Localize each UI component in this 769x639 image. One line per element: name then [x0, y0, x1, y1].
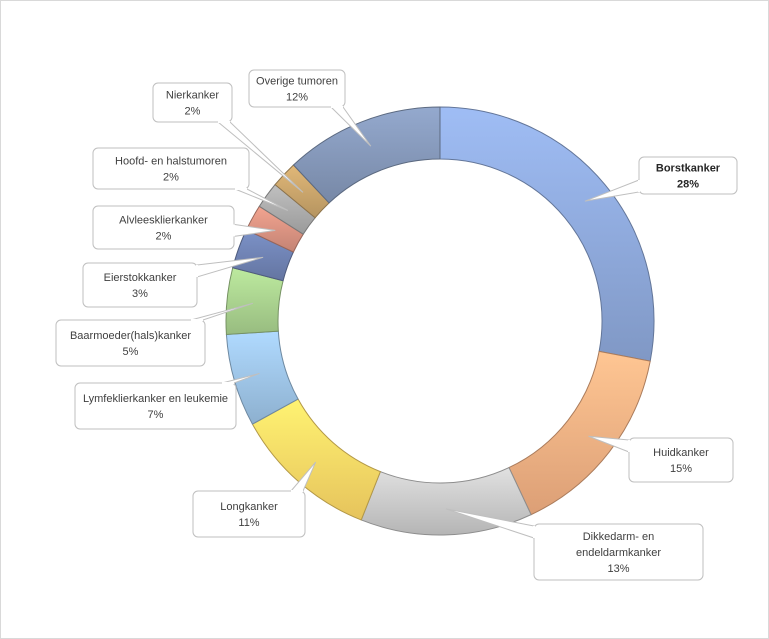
- callout-box: [92, 205, 235, 250]
- callout-box: [533, 523, 704, 581]
- callout-hoofd-en-halstumoren: Hoofd- en halstumoren 2%: [92, 147, 289, 211]
- callout-label: Baarmoeder(hals)kanker: [70, 330, 191, 342]
- slices: [225, 106, 655, 536]
- callout-percent: 2%: [156, 231, 172, 243]
- callout-box: [74, 382, 237, 430]
- callout-box: [192, 490, 306, 538]
- callout-eierstokkanker: Eierstokkanker 3%: [82, 256, 264, 308]
- slice-borstkanker[interactable]: [439, 106, 655, 362]
- slice-huidkanker[interactable]: [508, 350, 651, 516]
- callout-label: Alvleesklierkanker: [119, 215, 208, 227]
- callout-box: [92, 147, 250, 190]
- callout-percent: 15%: [670, 463, 692, 475]
- callout-label: Hoofd- en halstumoren: [115, 156, 227, 168]
- callout-percent: 28%: [677, 179, 699, 191]
- slice-overige-tumoren[interactable]: [292, 106, 441, 204]
- callout-baarmoeder-hals-kanker: Baarmoeder(hals)kanker 5%: [55, 302, 253, 367]
- callout-borstkanker: Borstkanker 28%: [584, 156, 738, 202]
- callout-huidkanker: Huidkanker 15%: [588, 435, 734, 483]
- callout-percent: 12%: [286, 92, 308, 104]
- callout-longkanker: Longkanker 11%: [192, 461, 317, 538]
- callout-label: endeldarmkanker: [576, 547, 661, 559]
- callout-box: [55, 319, 206, 367]
- callout-dikkedarm-en-endeldarmkanker: Dikkedarm- en endeldarmkanker 13%: [445, 508, 704, 581]
- callout-box: [152, 82, 233, 123]
- callout-box: [638, 156, 738, 195]
- callout-label: Borstkanker: [656, 163, 721, 175]
- callout-percent: 2%: [163, 172, 179, 184]
- callout-label: Huidkanker: [653, 447, 709, 459]
- callout-percent: 13%: [607, 563, 629, 575]
- callout-overige-tumoren: Overige tumoren 12%: [248, 69, 372, 147]
- callout-box: [82, 262, 198, 308]
- data-callouts: Borstkanker 28% Huidkanker 15% Dikkedarm- en…: [55, 69, 738, 581]
- callout-percent: 11%: [238, 517, 259, 529]
- callout-alvleesklierkanker: Alvleesklierkanker 2%: [92, 205, 276, 250]
- callout-lymfeklierkanker-en-leukemie: Lymfeklierkanker en leukemie 7%: [74, 372, 260, 430]
- callout-label: Eierstokkanker: [104, 272, 177, 284]
- callout-percent: 7%: [148, 409, 164, 421]
- callout-label: Lymfeklierkanker en leukemie: [83, 393, 228, 405]
- callout-nierkanker: Nierkanker 2%: [152, 82, 304, 193]
- callout-label: Dikkedarm- en: [583, 531, 655, 543]
- callout-percent: 3%: [132, 288, 148, 300]
- callout-percent: 2%: [185, 106, 201, 118]
- callout-label: Longkanker: [220, 501, 278, 513]
- callout-label: Nierkanker: [166, 90, 220, 102]
- callout-percent: 5%: [123, 346, 139, 358]
- callout-box: [628, 437, 734, 483]
- callout-label: Overige tumoren: [256, 76, 338, 88]
- callout-box: [248, 69, 346, 108]
